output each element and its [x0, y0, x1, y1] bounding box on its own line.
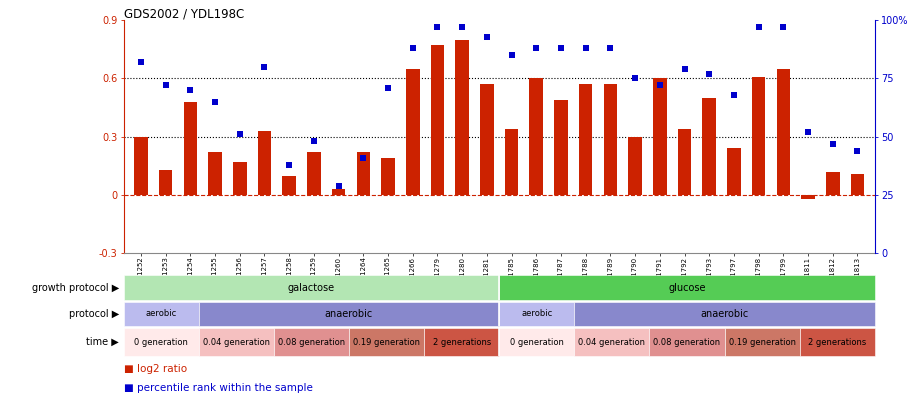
- Bar: [604, 84, 617, 195]
- Bar: [199, 302, 499, 326]
- Text: 0.04 generation: 0.04 generation: [578, 338, 646, 347]
- Bar: [649, 328, 725, 356]
- Text: time ▶: time ▶: [86, 337, 119, 347]
- Point: [652, 82, 667, 89]
- Bar: [499, 302, 574, 326]
- Text: 0.08 generation: 0.08 generation: [653, 338, 721, 347]
- Text: growth protocol ▶: growth protocol ▶: [32, 283, 119, 292]
- Text: protocol ▶: protocol ▶: [69, 309, 119, 319]
- Point: [627, 75, 642, 82]
- Text: ■ log2 ratio: ■ log2 ratio: [124, 364, 187, 374]
- Bar: [124, 302, 199, 326]
- Bar: [424, 328, 499, 356]
- Bar: [134, 137, 147, 195]
- Bar: [800, 328, 875, 356]
- Bar: [274, 328, 349, 356]
- Bar: [727, 148, 741, 195]
- Point: [702, 70, 716, 77]
- Bar: [356, 152, 370, 195]
- Bar: [282, 175, 296, 195]
- Bar: [406, 69, 420, 195]
- Bar: [802, 195, 815, 199]
- Bar: [199, 328, 274, 356]
- Point: [553, 45, 568, 51]
- Point: [134, 59, 148, 66]
- Bar: [579, 84, 593, 195]
- Bar: [257, 131, 271, 195]
- Text: GDS2002 / YDL198C: GDS2002 / YDL198C: [124, 7, 244, 20]
- Text: 0.19 generation: 0.19 generation: [728, 338, 796, 347]
- Bar: [499, 328, 574, 356]
- Bar: [628, 137, 642, 195]
- Point: [776, 24, 791, 30]
- Bar: [307, 152, 321, 195]
- Point: [726, 92, 741, 98]
- Point: [233, 131, 247, 138]
- Bar: [574, 302, 875, 326]
- Bar: [499, 275, 875, 300]
- Point: [381, 85, 396, 91]
- Bar: [752, 77, 766, 195]
- Bar: [381, 158, 395, 195]
- Text: galactose: galactose: [288, 283, 335, 292]
- Text: 0.19 generation: 0.19 generation: [353, 338, 420, 347]
- Point: [183, 87, 198, 94]
- Text: aerobic: aerobic: [146, 309, 177, 318]
- Point: [825, 141, 840, 147]
- Point: [751, 24, 766, 30]
- Point: [480, 33, 495, 40]
- Bar: [124, 328, 199, 356]
- Text: 2 generations: 2 generations: [808, 338, 867, 347]
- Bar: [124, 275, 499, 300]
- Point: [504, 52, 518, 58]
- Point: [603, 45, 617, 51]
- Point: [158, 82, 173, 89]
- Bar: [332, 189, 345, 195]
- Bar: [208, 152, 222, 195]
- Bar: [183, 102, 197, 195]
- Text: anaerobic: anaerobic: [701, 309, 748, 319]
- Point: [455, 24, 470, 30]
- Bar: [349, 328, 424, 356]
- Bar: [158, 170, 172, 195]
- Bar: [431, 45, 444, 195]
- Text: 0.08 generation: 0.08 generation: [278, 338, 345, 347]
- Bar: [777, 69, 791, 195]
- Bar: [455, 40, 469, 195]
- Bar: [725, 328, 800, 356]
- Point: [282, 161, 297, 168]
- Bar: [480, 84, 494, 195]
- Point: [332, 182, 346, 189]
- Text: 0.04 generation: 0.04 generation: [202, 338, 270, 347]
- Bar: [678, 129, 692, 195]
- Bar: [703, 98, 716, 195]
- Point: [257, 64, 272, 70]
- Point: [307, 138, 322, 145]
- Point: [677, 66, 692, 72]
- Text: 0 generation: 0 generation: [510, 338, 563, 347]
- Bar: [653, 79, 667, 195]
- Text: 2 generations: 2 generations: [432, 338, 491, 347]
- Bar: [233, 162, 246, 195]
- Point: [529, 45, 543, 51]
- Text: ■ percentile rank within the sample: ■ percentile rank within the sample: [124, 383, 312, 393]
- Bar: [826, 172, 840, 195]
- Text: glucose: glucose: [669, 283, 705, 292]
- Point: [801, 129, 815, 135]
- Point: [578, 45, 593, 51]
- Bar: [505, 129, 518, 195]
- Point: [406, 45, 420, 51]
- Bar: [574, 328, 649, 356]
- Bar: [851, 174, 865, 195]
- Point: [850, 147, 865, 154]
- Text: aerobic: aerobic: [521, 309, 552, 318]
- Point: [356, 154, 371, 161]
- Bar: [529, 79, 543, 195]
- Text: 0 generation: 0 generation: [135, 338, 188, 347]
- Point: [431, 24, 445, 30]
- Point: [208, 98, 223, 105]
- Bar: [554, 100, 568, 195]
- Text: anaerobic: anaerobic: [325, 309, 373, 319]
